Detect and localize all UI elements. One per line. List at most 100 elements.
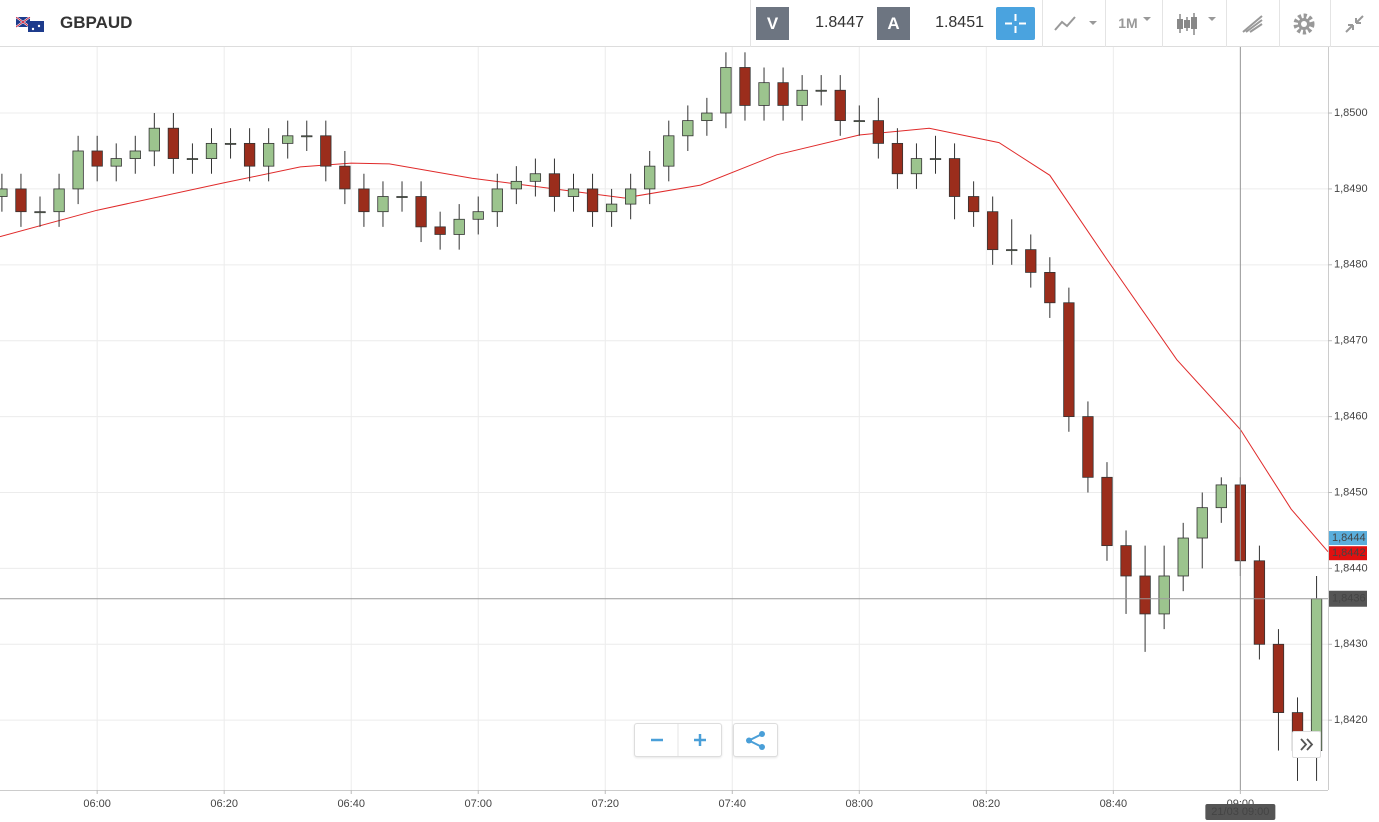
candle-body xyxy=(320,135,332,167)
candle-body xyxy=(758,82,770,106)
candle-body xyxy=(967,196,980,213)
toolbar: GBPAUD V 1.8447 A 1.8451 1M xyxy=(0,0,1379,47)
collapse-button[interactable] xyxy=(1342,12,1368,36)
flag-icon xyxy=(16,17,44,32)
candle-body xyxy=(891,142,904,175)
candle-body xyxy=(910,158,923,175)
candle-body xyxy=(434,226,446,235)
crosshair-x-box xyxy=(1205,804,1276,820)
sell-price[interactable]: 1.8447 xyxy=(815,14,864,31)
price-label: 1,8442 xyxy=(1332,547,1366,559)
buy-label[interactable]: A xyxy=(877,7,910,40)
sell-label[interactable]: V xyxy=(756,7,789,40)
moving-average xyxy=(0,127,1329,553)
scroll-latest-button[interactable] xyxy=(1292,731,1321,758)
x-tick-label: 06:20 xyxy=(210,798,238,810)
candle-body xyxy=(1215,484,1227,509)
candle-body xyxy=(739,67,751,106)
y-tick-label: 1,8420 xyxy=(1334,714,1368,726)
crosshair-button[interactable] xyxy=(996,7,1035,40)
candle-body xyxy=(720,67,732,114)
crosshair-y-box xyxy=(1329,590,1367,607)
candle-body xyxy=(358,188,370,213)
candle-body xyxy=(91,150,103,167)
crosshair-x-label: 21/03 09:00 xyxy=(1211,806,1269,818)
candle-body xyxy=(377,196,389,213)
y-tick-label: 1,8450 xyxy=(1334,486,1368,498)
candle-body xyxy=(1272,643,1285,713)
candle-body xyxy=(186,158,199,160)
crosshair-icon xyxy=(1005,14,1026,33)
candle-body xyxy=(1177,537,1189,577)
candle-body xyxy=(263,142,275,167)
candle-body xyxy=(586,188,599,213)
candle-body xyxy=(167,127,180,159)
dropdown-arrow xyxy=(1143,17,1151,21)
candle-body xyxy=(987,211,999,251)
candle-body xyxy=(1120,545,1132,577)
candle-body xyxy=(605,203,618,213)
candle-body xyxy=(453,218,465,235)
candle-body xyxy=(339,165,351,190)
candle-body xyxy=(34,211,46,214)
x-tick-label: 06:00 xyxy=(83,798,111,810)
candle-body xyxy=(834,89,846,122)
crosshair-y-label: 1,8436 xyxy=(1332,593,1366,605)
price-label-box xyxy=(1329,531,1367,546)
candle-body xyxy=(72,150,84,190)
x-tick-label: 06:40 xyxy=(337,798,365,810)
candle-body xyxy=(282,135,294,144)
candle-body xyxy=(301,135,313,138)
y-tick-label: 1,8470 xyxy=(1334,335,1368,347)
candle-body xyxy=(148,127,160,152)
candle-body xyxy=(0,188,8,197)
candle-body xyxy=(815,89,827,92)
share-icon xyxy=(746,731,765,750)
chart: 1,8420 1,8430 1,8440 1,8450 1,8460 1,8470 1,84… xyxy=(0,47,1379,822)
candle-body xyxy=(948,158,961,197)
timeframe[interactable]: 1M xyxy=(1118,15,1138,31)
candle-body xyxy=(663,135,675,167)
separator xyxy=(1226,0,1227,47)
candle-body xyxy=(1006,249,1018,252)
draw-button[interactable] xyxy=(1240,12,1266,36)
candle-body xyxy=(1158,575,1170,615)
y-tick-label: 1,8500 xyxy=(1334,107,1368,119)
y-tick-label: 1,8460 xyxy=(1334,411,1368,423)
candle-body xyxy=(415,196,427,228)
chart-type-button[interactable] xyxy=(1175,11,1220,37)
separator xyxy=(1330,0,1331,47)
candle-body xyxy=(1196,507,1208,539)
separator xyxy=(750,0,751,47)
candle-body xyxy=(1101,476,1113,547)
buy-price[interactable]: 1.8451 xyxy=(935,14,984,31)
candle-body xyxy=(625,188,637,205)
candle-body xyxy=(872,120,884,144)
settings-button[interactable] xyxy=(1291,11,1317,37)
candle-body xyxy=(1063,302,1075,418)
candle-body xyxy=(1082,416,1094,478)
separator xyxy=(1162,0,1163,47)
share-button[interactable] xyxy=(733,723,778,757)
candle-body xyxy=(224,142,237,145)
candle-body xyxy=(243,142,256,167)
candle-body xyxy=(644,165,656,190)
candle-body xyxy=(1310,598,1323,751)
separator xyxy=(1042,0,1043,47)
y-tick-label: 1,8480 xyxy=(1334,259,1368,271)
x-tick-label: 08:00 xyxy=(846,798,874,810)
y-tick-label: 1,8440 xyxy=(1334,562,1368,574)
candle-body xyxy=(777,82,789,106)
zoom-in[interactable] xyxy=(694,734,706,746)
indicator-button[interactable] xyxy=(1052,12,1097,36)
x-tick-label: 08:20 xyxy=(973,798,1001,810)
candle-body xyxy=(396,196,408,198)
zoom-buttons xyxy=(634,723,722,757)
candle-body xyxy=(129,150,141,159)
candle-body xyxy=(491,188,503,213)
chart-background xyxy=(0,47,1379,822)
y-tick-label: 1,8490 xyxy=(1334,183,1368,195)
x-tick-label: 07:20 xyxy=(591,798,619,810)
zoom-icons xyxy=(651,724,706,756)
